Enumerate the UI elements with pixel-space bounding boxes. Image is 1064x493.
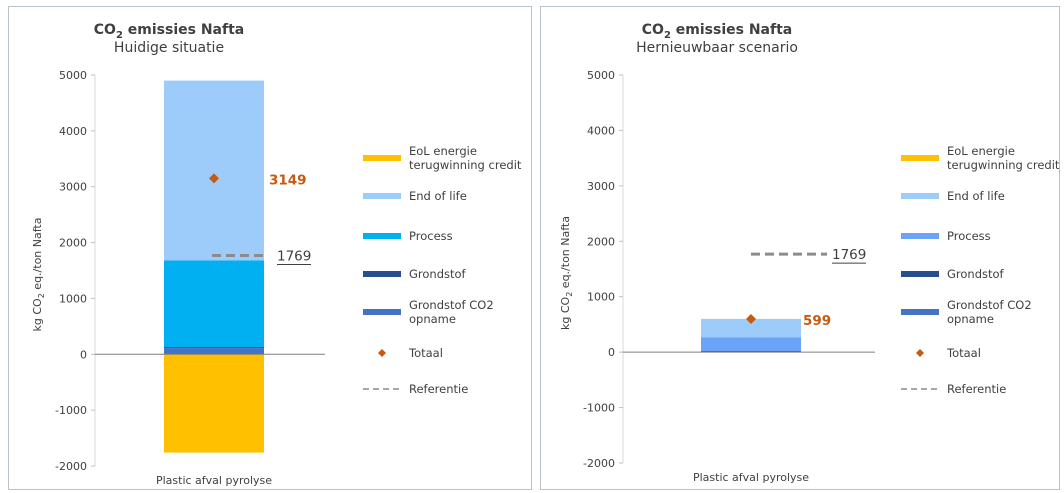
bar-segment-end-of-life	[164, 80, 264, 261]
legend-grondstof-co2-opname-swatch	[363, 309, 401, 315]
y-tick-label: 3000	[59, 181, 87, 194]
bar-segment-grondstof	[701, 351, 801, 352]
y-axis-label: kg CO2 eq./ton Nafta	[559, 216, 574, 330]
bar-segment-process	[164, 260, 264, 348]
x-category-label: Plastic afval pyrolyse	[156, 474, 272, 487]
y-tick-label: 5000	[587, 69, 615, 82]
x-category-label: Plastic afval pyrolyse	[693, 471, 809, 484]
total-marker	[209, 173, 219, 184]
legend-eol-credit-swatch	[363, 155, 401, 161]
legend-grondstof-label: Grondstof	[409, 267, 467, 281]
legend-eol-credit-label: terugwinning credit	[409, 158, 522, 172]
chart-subtitle: Hernieuwbaar scenario	[636, 40, 798, 56]
legend-eol-credit-label: EoL energie	[947, 144, 1015, 158]
legend-end-of-life-swatch	[363, 193, 401, 199]
bar-segment-eol-credit	[164, 354, 264, 453]
legend-referentie-label: Referentie	[947, 382, 1006, 396]
y-tick-label: -1000	[583, 402, 615, 415]
legend-grondstof-co2-opname-swatch	[901, 309, 939, 315]
y-tick-label: 2000	[59, 237, 87, 250]
bar-segment-process	[701, 337, 801, 352]
y-tick-label: 3000	[587, 180, 615, 193]
y-tick-label: 1000	[59, 292, 87, 305]
bar-segment-grondstof	[164, 347, 264, 349]
legend-grondstof-co2-opname-label: opname	[947, 312, 994, 326]
total-data-label: 599	[803, 313, 831, 329]
legend-process-swatch	[363, 233, 401, 239]
legend-totaal-swatch	[916, 349, 924, 357]
legend-end-of-life-swatch	[901, 193, 939, 199]
total-marker	[746, 313, 756, 324]
chart-title: CO2 emissies Nafta	[642, 22, 792, 41]
y-tick-label: 1000	[587, 291, 615, 304]
y-tick-label: -1000	[55, 404, 87, 417]
legend-totaal-label: Totaal	[408, 346, 443, 360]
reference-label: 1769	[832, 247, 866, 263]
legend-eol-credit-label: EoL energie	[409, 144, 477, 158]
legend-process-label: Process	[947, 229, 991, 243]
chart-svg: CO2 emissies Nafta Huidige situatie -200…	[31, 22, 522, 487]
chart-panel-hernieuwbaar-scenario: CO2 emissies Nafta Hernieuwbaar scenario…	[540, 6, 1060, 490]
legend-grondstof-co2-opname-label: opname	[409, 312, 456, 326]
legend-grondstof-swatch	[901, 271, 939, 277]
y-tick-label: -2000	[55, 460, 87, 473]
legend-end-of-life-label: End of life	[947, 189, 1005, 203]
legend-process-label: Process	[409, 229, 453, 243]
y-tick-label: 4000	[587, 124, 615, 137]
y-tick-label: 0	[80, 348, 87, 361]
y-axis-label: kg CO2 eq./ton Nafta	[31, 218, 46, 332]
bar-segment-grondstof-co2-opname	[164, 348, 264, 355]
chart-subtitle: Huidige situatie	[114, 40, 224, 56]
legend-totaal-label: Totaal	[946, 346, 981, 360]
legend-grondstof-co2-opname-label: Grondstof CO2	[409, 298, 494, 312]
y-tick-label: 0	[608, 346, 615, 359]
legend-grondstof-label: Grondstof	[947, 267, 1005, 281]
y-tick-label: 2000	[587, 235, 615, 248]
bar-segment-end-of-life	[701, 318, 801, 338]
y-tick-label: -2000	[583, 457, 615, 470]
legend-eol-credit-swatch	[901, 155, 939, 161]
chart-panel-huidige-situatie: CO2 emissies Nafta Huidige situatie -200…	[8, 6, 532, 490]
legend-end-of-life-label: End of life	[409, 189, 467, 203]
legend-grondstof-swatch	[363, 271, 401, 277]
chart-title: CO2 emissies Nafta	[94, 22, 244, 41]
y-tick-label: 5000	[59, 69, 87, 82]
chart-svg: CO2 emissies Nafta Hernieuwbaar scenario…	[559, 22, 1059, 484]
total-data-label: 3149	[269, 172, 307, 188]
legend-process-swatch	[901, 233, 939, 239]
legend-totaal-swatch	[378, 349, 386, 357]
legend-referentie-label: Referentie	[409, 382, 468, 396]
reference-label: 1769	[277, 248, 311, 264]
y-tick-label: 4000	[59, 125, 87, 138]
legend-grondstof-co2-opname-label: Grondstof CO2	[947, 298, 1032, 312]
legend-eol-credit-label: terugwinning credit	[947, 158, 1059, 172]
